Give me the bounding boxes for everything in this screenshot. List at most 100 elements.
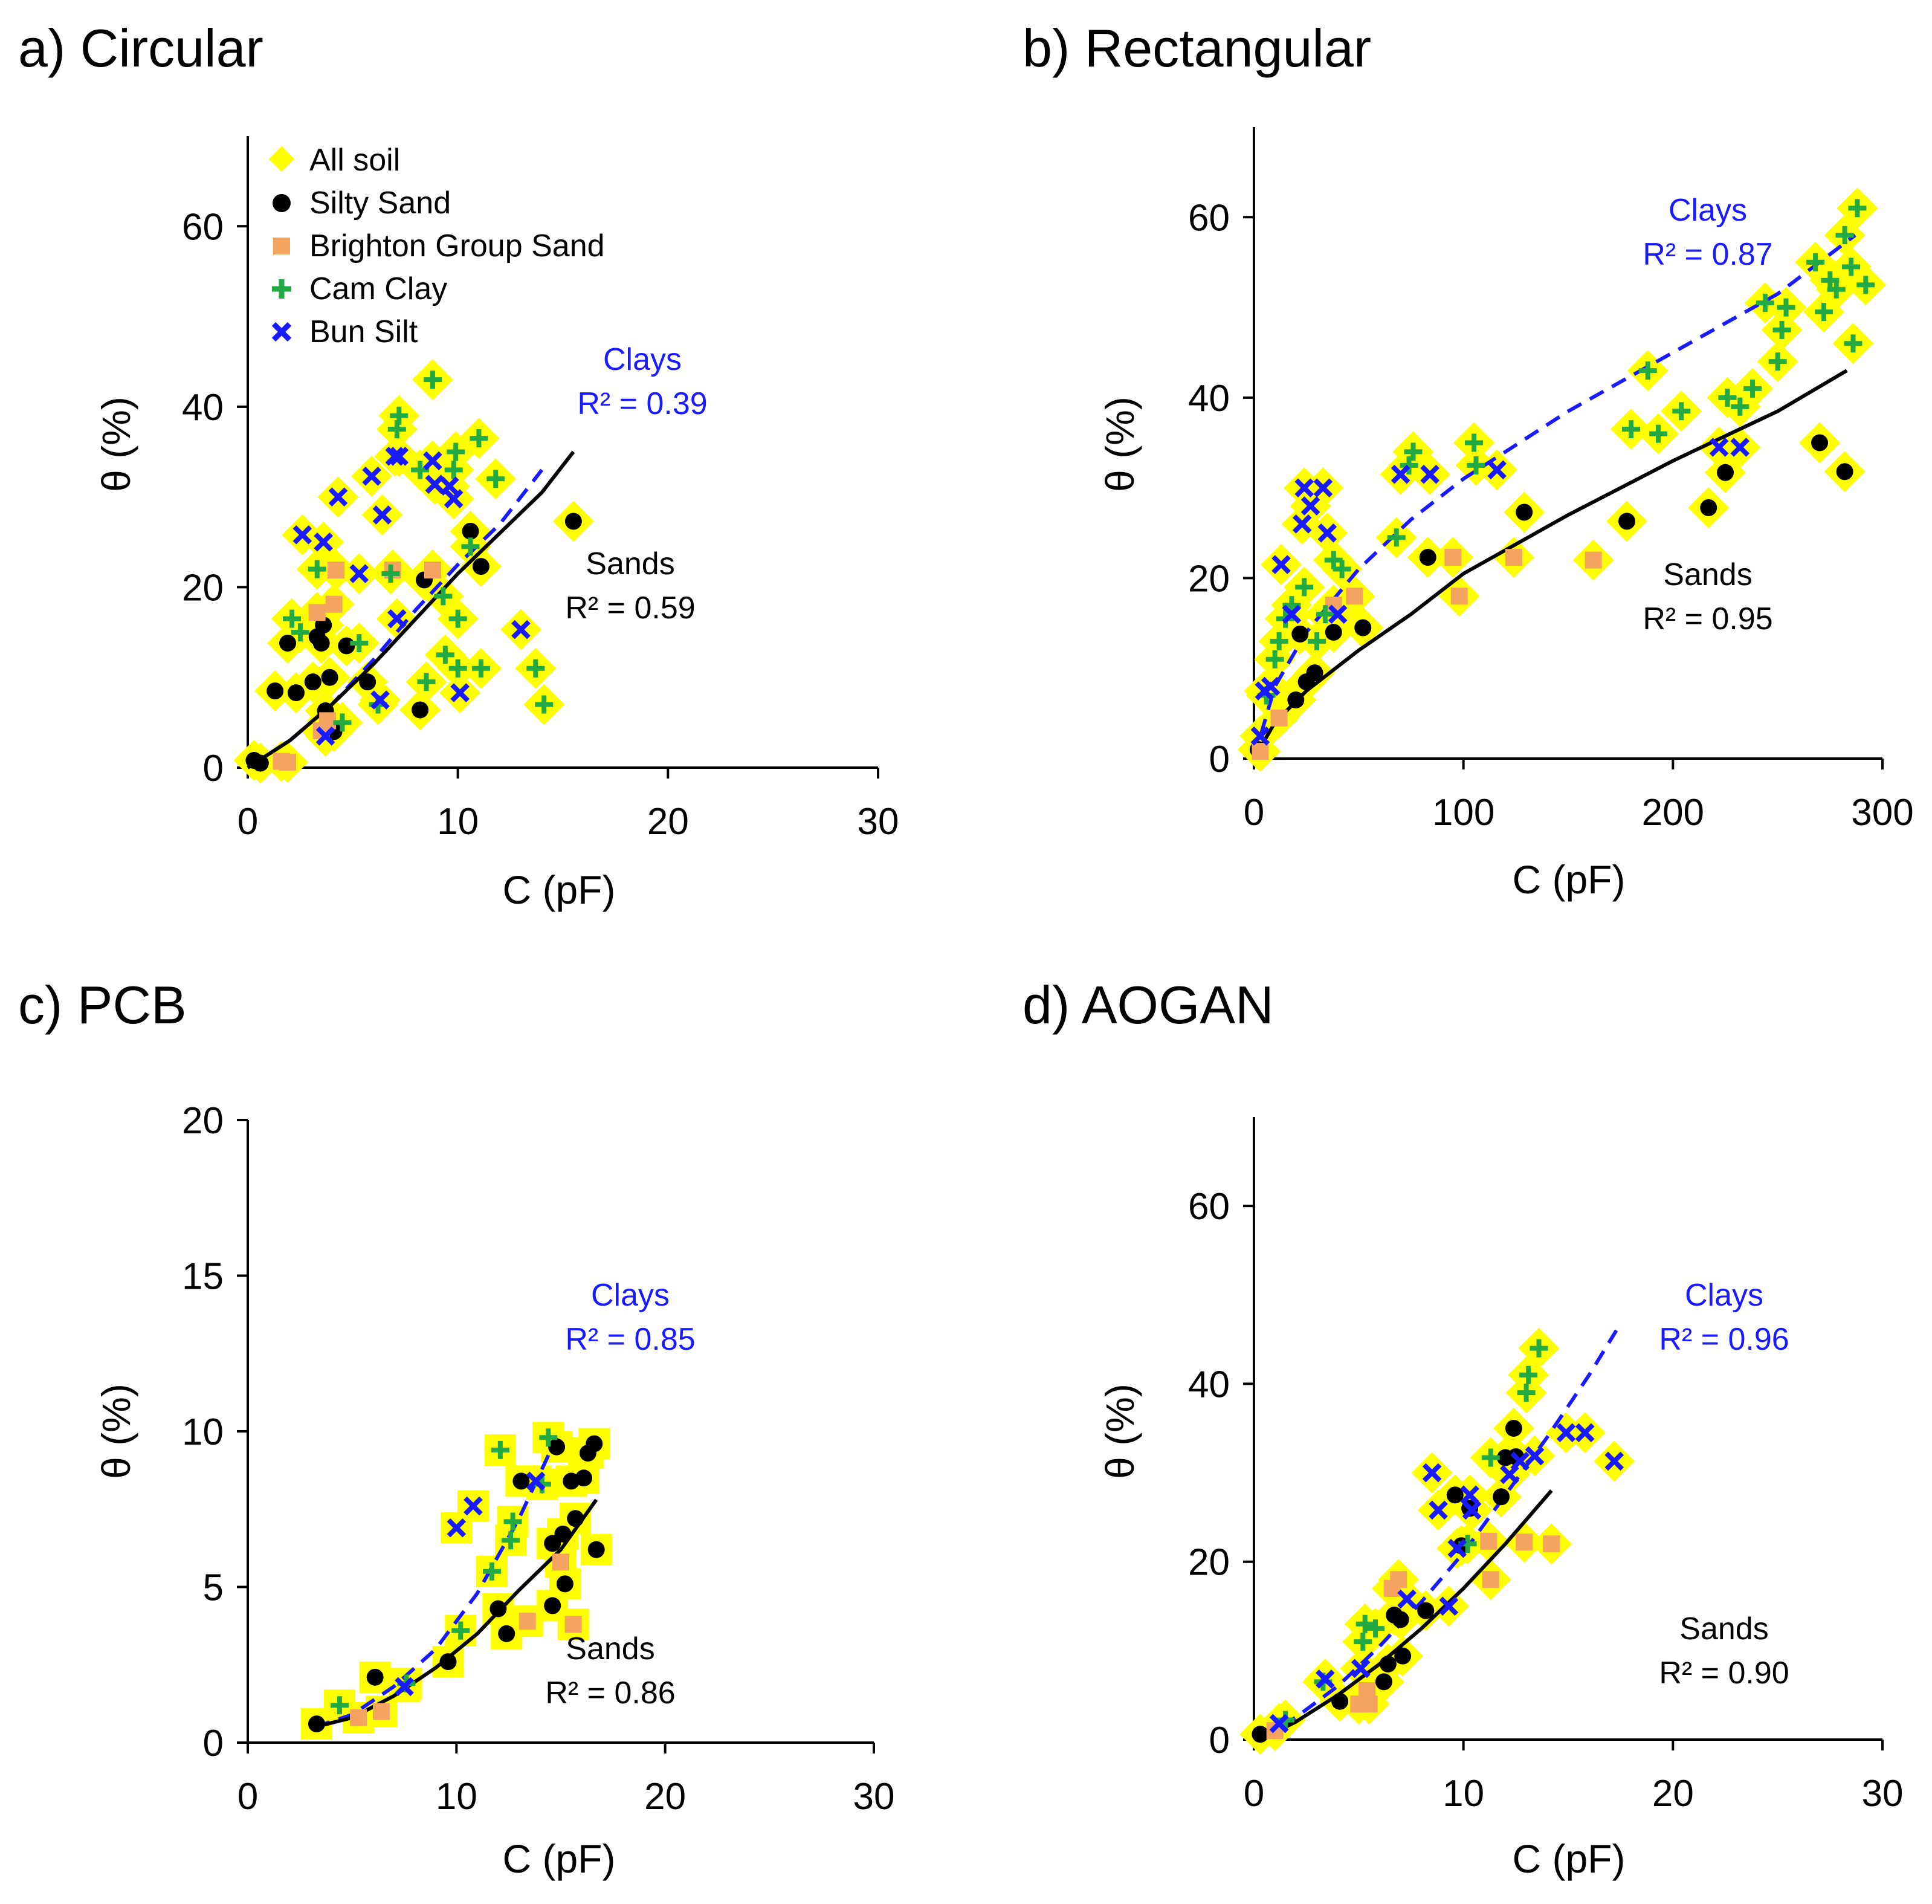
- point-cam-clay: [1672, 402, 1691, 421]
- legend-marker-bun-silt: [271, 322, 292, 342]
- clay-label-d: Clays: [1685, 1278, 1763, 1313]
- point-brighton: [1390, 1571, 1407, 1588]
- plot-area-b: 0 100 200 300 0 20 40 60: [1188, 127, 1914, 834]
- point-silty-sand: [564, 513, 582, 530]
- point-bun-silt: [1487, 460, 1507, 480]
- point-bun-silt: [1271, 555, 1291, 574]
- point-cam-clay: [350, 633, 369, 652]
- point-cam-clay: [436, 646, 454, 664]
- panel-d-aogan: d) AOGAN 0 10 20 30 0 20 40 60 C (pF) θ (%) Cla…: [1023, 975, 1903, 1881]
- point-silty-sand: [304, 673, 321, 691]
- point-bun-silt: [362, 466, 381, 486]
- series-brighton-c: [350, 1553, 582, 1726]
- point-cam-clay: [308, 560, 326, 578]
- point-cam-clay: [1270, 632, 1288, 650]
- point-bun-silt: [385, 447, 405, 466]
- point-brighton: [1450, 588, 1468, 605]
- plot-area-a: 0 10 20 30 0 20 40 60: [182, 136, 899, 843]
- point-silty-sand: [321, 669, 338, 686]
- point-cam-clay: [470, 429, 488, 448]
- x-tick-label-d: 20: [1652, 1773, 1694, 1815]
- y-tick-label-d: 60: [1188, 1186, 1230, 1228]
- point-cam-clay: [1467, 456, 1485, 474]
- point-cam-clay: [1718, 388, 1737, 407]
- point-cam-clay: [1404, 442, 1423, 461]
- plot-area-d: 0 10 20 30 0 20 40 60: [1188, 1117, 1903, 1815]
- y-tick-label-c: 15: [182, 1256, 224, 1298]
- point-cam-clay: [1519, 1365, 1538, 1384]
- point-cam-clay: [1731, 397, 1749, 416]
- sand-r2-d: R² = 0.90: [1659, 1656, 1789, 1691]
- point-cam-clay: [1768, 352, 1787, 371]
- point-silty-sand: [251, 754, 269, 772]
- point-cam-clay: [1316, 605, 1334, 624]
- legend-label-silty-sand: Silty Sand: [309, 186, 451, 221]
- y-tick-label-d: 40: [1188, 1364, 1230, 1405]
- point-bun-silt: [1261, 676, 1281, 696]
- point-bun-silt: [464, 1496, 483, 1516]
- point-bun-silt: [1447, 1538, 1467, 1558]
- y-tick-label-b: 20: [1188, 558, 1230, 600]
- point-cam-clay: [451, 1621, 470, 1640]
- y-tick-label-b: 60: [1188, 197, 1230, 239]
- point-silty-sand: [1516, 504, 1533, 521]
- point-bun-silt: [1575, 1423, 1595, 1443]
- point-silty-sand: [412, 701, 429, 719]
- clay-fit-line-d: [1259, 1329, 1618, 1741]
- y-tick-label-a: 0: [203, 748, 224, 789]
- legend-marker-all-soil: [268, 146, 295, 172]
- point-brighton: [319, 712, 337, 730]
- point-silty-sand: [489, 1600, 507, 1617]
- panel-title-b: b) Rectangular: [1023, 18, 1371, 78]
- y-tick-label-c: 5: [203, 1567, 224, 1609]
- point-silty-sand: [556, 1575, 573, 1593]
- point-brighton: [308, 604, 326, 621]
- series-silty-sand-b: [1249, 434, 1853, 759]
- point-silty-sand: [1836, 463, 1853, 481]
- point-silty-sand: [1811, 434, 1828, 452]
- point-cam-clay: [1844, 334, 1863, 353]
- series-bun-silt-b: [1250, 438, 1750, 746]
- panel-title-d: d) AOGAN: [1023, 975, 1274, 1035]
- point-silty-sand: [308, 1715, 325, 1733]
- point-silty-sand: [1287, 691, 1305, 708]
- y-tick-label-d: 20: [1188, 1542, 1230, 1584]
- x-tick-label-b: 300: [1851, 792, 1913, 834]
- point-cam-clay: [535, 695, 554, 714]
- point-silty-sand: [1354, 619, 1372, 636]
- point-bun-silt: [1525, 1446, 1545, 1466]
- sand-label-b: Sands: [1663, 557, 1752, 592]
- x-axis-label-a: C (pF): [503, 867, 616, 912]
- point-cam-clay: [1400, 456, 1418, 474]
- x-tick-label-c: 30: [853, 1776, 895, 1818]
- point-cam-clay: [448, 609, 467, 628]
- x-tick-label-b: 100: [1432, 792, 1494, 834]
- point-brighton: [1346, 588, 1363, 605]
- y-axis-label-b: θ (%): [1097, 397, 1142, 492]
- point-silty-sand: [1717, 464, 1734, 481]
- clay-r2-c: R² = 0.85: [565, 1322, 695, 1357]
- point-silty-sand: [287, 684, 305, 702]
- point-cam-clay: [1756, 294, 1774, 312]
- sand-r2-c: R² = 0.86: [545, 1676, 675, 1711]
- point-bun-silt: [1300, 496, 1320, 516]
- x-axis-label-d: C (pF): [1513, 1836, 1626, 1881]
- point-brighton: [279, 754, 297, 771]
- point-cam-clay: [423, 371, 442, 389]
- point-cam-clay: [486, 470, 505, 488]
- point-cam-clay: [1465, 433, 1483, 452]
- point-silty-sand: [587, 1541, 605, 1558]
- point-cam-clay: [1638, 361, 1657, 380]
- point-silty-sand: [1306, 664, 1323, 682]
- x-tick-label-c: 20: [644, 1776, 686, 1818]
- clay-r2-d: R² = 0.96: [1659, 1322, 1789, 1357]
- point-cam-clay: [1517, 1384, 1536, 1402]
- series-bun-silt-c: [395, 1471, 546, 1697]
- x-tick-label-b: 200: [1642, 792, 1704, 834]
- panel-title-c: c) PCB: [18, 975, 187, 1035]
- point-silty-sand: [472, 558, 489, 575]
- point-brighton: [519, 1613, 536, 1630]
- point-silty-sand: [1446, 1486, 1464, 1504]
- y-tick-label-c: 20: [182, 1100, 224, 1142]
- point-bun-silt: [1709, 438, 1729, 457]
